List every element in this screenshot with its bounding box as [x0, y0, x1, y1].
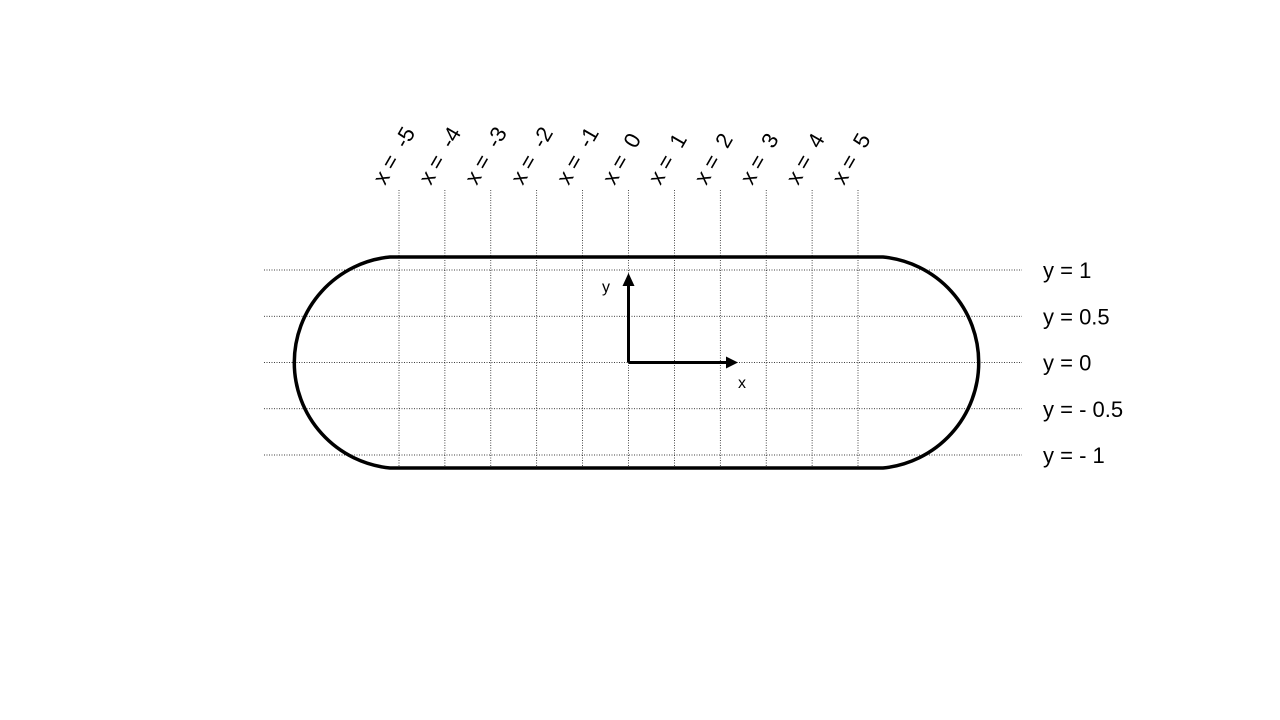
y-label: y = - 1 [1043, 443, 1105, 468]
y-label: y = 1 [1043, 258, 1091, 283]
y-axis-name: y [602, 279, 610, 296]
x-label: x = 1 [643, 129, 692, 189]
stadium-outline [292, 255, 981, 470]
y-label: y = - 0.5 [1043, 397, 1123, 422]
x-label: x = 4 [781, 129, 830, 189]
x-label: x = 2 [689, 129, 738, 189]
x-label: x = 3 [735, 129, 784, 189]
y-label: y = 0.5 [1043, 304, 1110, 329]
x-label: x = -4 [414, 123, 467, 189]
x-label: x = -1 [551, 123, 604, 189]
x-labels: x = -5x = -4x = -3x = -2x = -1x = 0x = 1… [368, 123, 876, 189]
x-label: x = -3 [459, 123, 512, 189]
x-label: x = -2 [505, 123, 558, 189]
x-axis-name: x [738, 375, 746, 392]
x-arrowhead-icon [726, 356, 738, 369]
x-label: x = 5 [827, 129, 876, 189]
x-label: x = -5 [368, 123, 421, 189]
y-label: y = 0 [1043, 351, 1091, 376]
y-labels: y = 1 y = 0.5 y = 0 y = - 0.5 y = - 1 [1043, 258, 1123, 468]
x-label: x = 0 [597, 129, 646, 189]
y-arrowhead-icon [622, 273, 635, 286]
axes-arrows: x y [602, 273, 746, 392]
